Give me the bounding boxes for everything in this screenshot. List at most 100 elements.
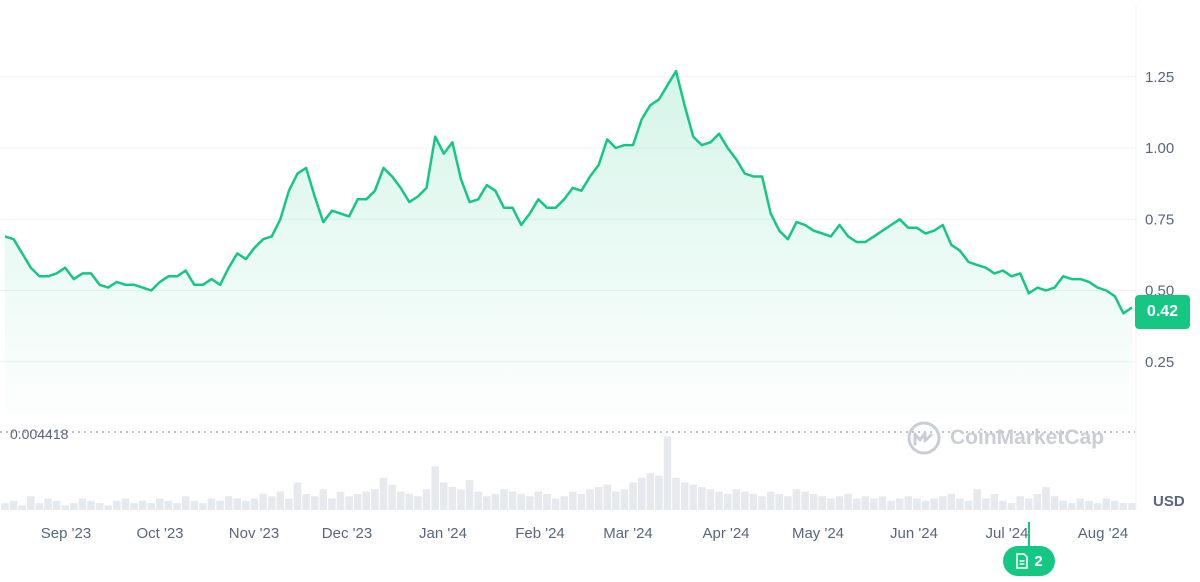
volume-bar bbox=[1085, 500, 1093, 510]
volume-bar bbox=[758, 496, 766, 510]
x-tick-label: Mar '24 bbox=[603, 525, 653, 542]
volume-bar bbox=[680, 482, 689, 510]
volume-bar bbox=[18, 505, 26, 510]
volume-bar bbox=[396, 491, 405, 510]
volume-bar bbox=[1093, 503, 1102, 510]
volume-bar bbox=[216, 500, 224, 510]
volume-bar bbox=[603, 484, 611, 510]
volume-bar bbox=[766, 491, 775, 510]
x-tick-label: Jul '24 bbox=[986, 525, 1029, 542]
volume-bar bbox=[465, 480, 474, 510]
x-tick-label: Dec '23 bbox=[322, 525, 372, 542]
y-tick-label: 0.75 bbox=[1145, 211, 1174, 228]
volume-bar bbox=[569, 491, 577, 510]
volume-bar bbox=[1024, 498, 1033, 510]
news-marker-stem bbox=[1028, 522, 1030, 546]
volume-bar bbox=[293, 482, 302, 510]
volume-bar bbox=[620, 489, 629, 510]
volume-bar bbox=[973, 489, 981, 510]
volume-bar bbox=[35, 503, 44, 510]
volume-bars bbox=[1, 436, 1136, 510]
volume-bar bbox=[809, 493, 818, 510]
volume-bar bbox=[336, 491, 345, 510]
volume-bar bbox=[52, 500, 61, 510]
volume-bar bbox=[173, 503, 181, 510]
volume-bar bbox=[1102, 498, 1110, 510]
volume-bar bbox=[560, 496, 568, 510]
volume-bar bbox=[448, 487, 457, 510]
price-area bbox=[5, 71, 1132, 432]
volume-bar bbox=[1059, 500, 1067, 510]
x-tick-label: Jun '24 bbox=[890, 525, 938, 542]
volume-bar bbox=[87, 500, 95, 510]
y-tick-label: 1.00 bbox=[1145, 140, 1174, 157]
x-tick-label: Apr '24 bbox=[702, 525, 749, 542]
volume-bar bbox=[698, 487, 706, 510]
volume-bar bbox=[1, 503, 9, 510]
volume-bar bbox=[586, 489, 594, 510]
x-axis: Sep '23 Oct '23 Nov '23 Dec '23 Jan '24 Feb '… bbox=[41, 525, 1128, 542]
volume-bar bbox=[706, 489, 715, 510]
volume-bar bbox=[457, 489, 465, 510]
volume-bar bbox=[500, 489, 508, 510]
volume-bar bbox=[259, 493, 267, 510]
volume-bar bbox=[594, 487, 603, 510]
volume-bar bbox=[431, 466, 439, 510]
volume-bar bbox=[474, 491, 482, 510]
volume-bar bbox=[784, 496, 792, 510]
volume-bar bbox=[414, 496, 422, 510]
volume-bar bbox=[199, 503, 207, 510]
volume-bar bbox=[913, 498, 921, 510]
news-marker-button[interactable]: 2 bbox=[1003, 546, 1055, 576]
volume-bar bbox=[190, 500, 199, 510]
price-line bbox=[4, 69, 1133, 315]
volume-bar bbox=[44, 498, 52, 510]
volume-bar bbox=[371, 489, 379, 510]
volume-bar bbox=[646, 473, 654, 510]
volume-bar bbox=[104, 505, 113, 510]
x-tick-label: Jan '24 bbox=[419, 525, 467, 542]
volume-bar bbox=[1111, 500, 1119, 510]
baseline-label: 0.004418 bbox=[10, 426, 69, 442]
volume-bar bbox=[70, 503, 78, 510]
x-tick-label: Feb '24 bbox=[515, 525, 565, 542]
volume-bar bbox=[181, 496, 190, 510]
y-tick-label: 0.25 bbox=[1145, 354, 1174, 371]
volume-bar bbox=[990, 493, 999, 510]
volume-bar bbox=[1119, 503, 1128, 510]
volume-bar bbox=[801, 491, 809, 510]
x-tick-label: Aug '24 bbox=[1078, 525, 1128, 542]
volume-bar bbox=[302, 493, 310, 510]
volume-bar bbox=[775, 493, 784, 510]
volume-bar bbox=[663, 436, 672, 510]
volume-bar bbox=[310, 496, 319, 510]
volume-bar bbox=[534, 491, 543, 510]
volume-bar bbox=[543, 493, 551, 510]
volume-bar bbox=[285, 498, 293, 510]
volume-bar bbox=[792, 489, 801, 510]
volume-bar bbox=[483, 496, 491, 510]
x-tick-label: Nov '23 bbox=[229, 525, 279, 542]
volume-bar bbox=[276, 491, 285, 510]
volume-bar bbox=[27, 496, 35, 510]
volume-bar bbox=[844, 493, 852, 510]
x-tick-label: May '24 bbox=[792, 525, 844, 542]
volume-bar bbox=[930, 498, 938, 510]
volume-bar bbox=[362, 491, 371, 510]
volume-bar bbox=[328, 498, 336, 510]
volume-bar bbox=[612, 491, 620, 510]
x-tick-label: Oct '23 bbox=[136, 525, 183, 542]
volume-bar bbox=[921, 500, 930, 510]
volume-bar bbox=[130, 503, 138, 510]
volume-bar bbox=[242, 500, 250, 510]
volume-bar bbox=[637, 477, 646, 510]
volume-bar bbox=[999, 500, 1007, 510]
volume-bar bbox=[61, 505, 69, 510]
volume-bar bbox=[121, 498, 130, 510]
volume-bar bbox=[715, 491, 723, 510]
volume-bar bbox=[164, 500, 173, 510]
volume-bar bbox=[938, 496, 947, 510]
volume-bar bbox=[878, 496, 887, 510]
volume-bar bbox=[732, 489, 741, 510]
